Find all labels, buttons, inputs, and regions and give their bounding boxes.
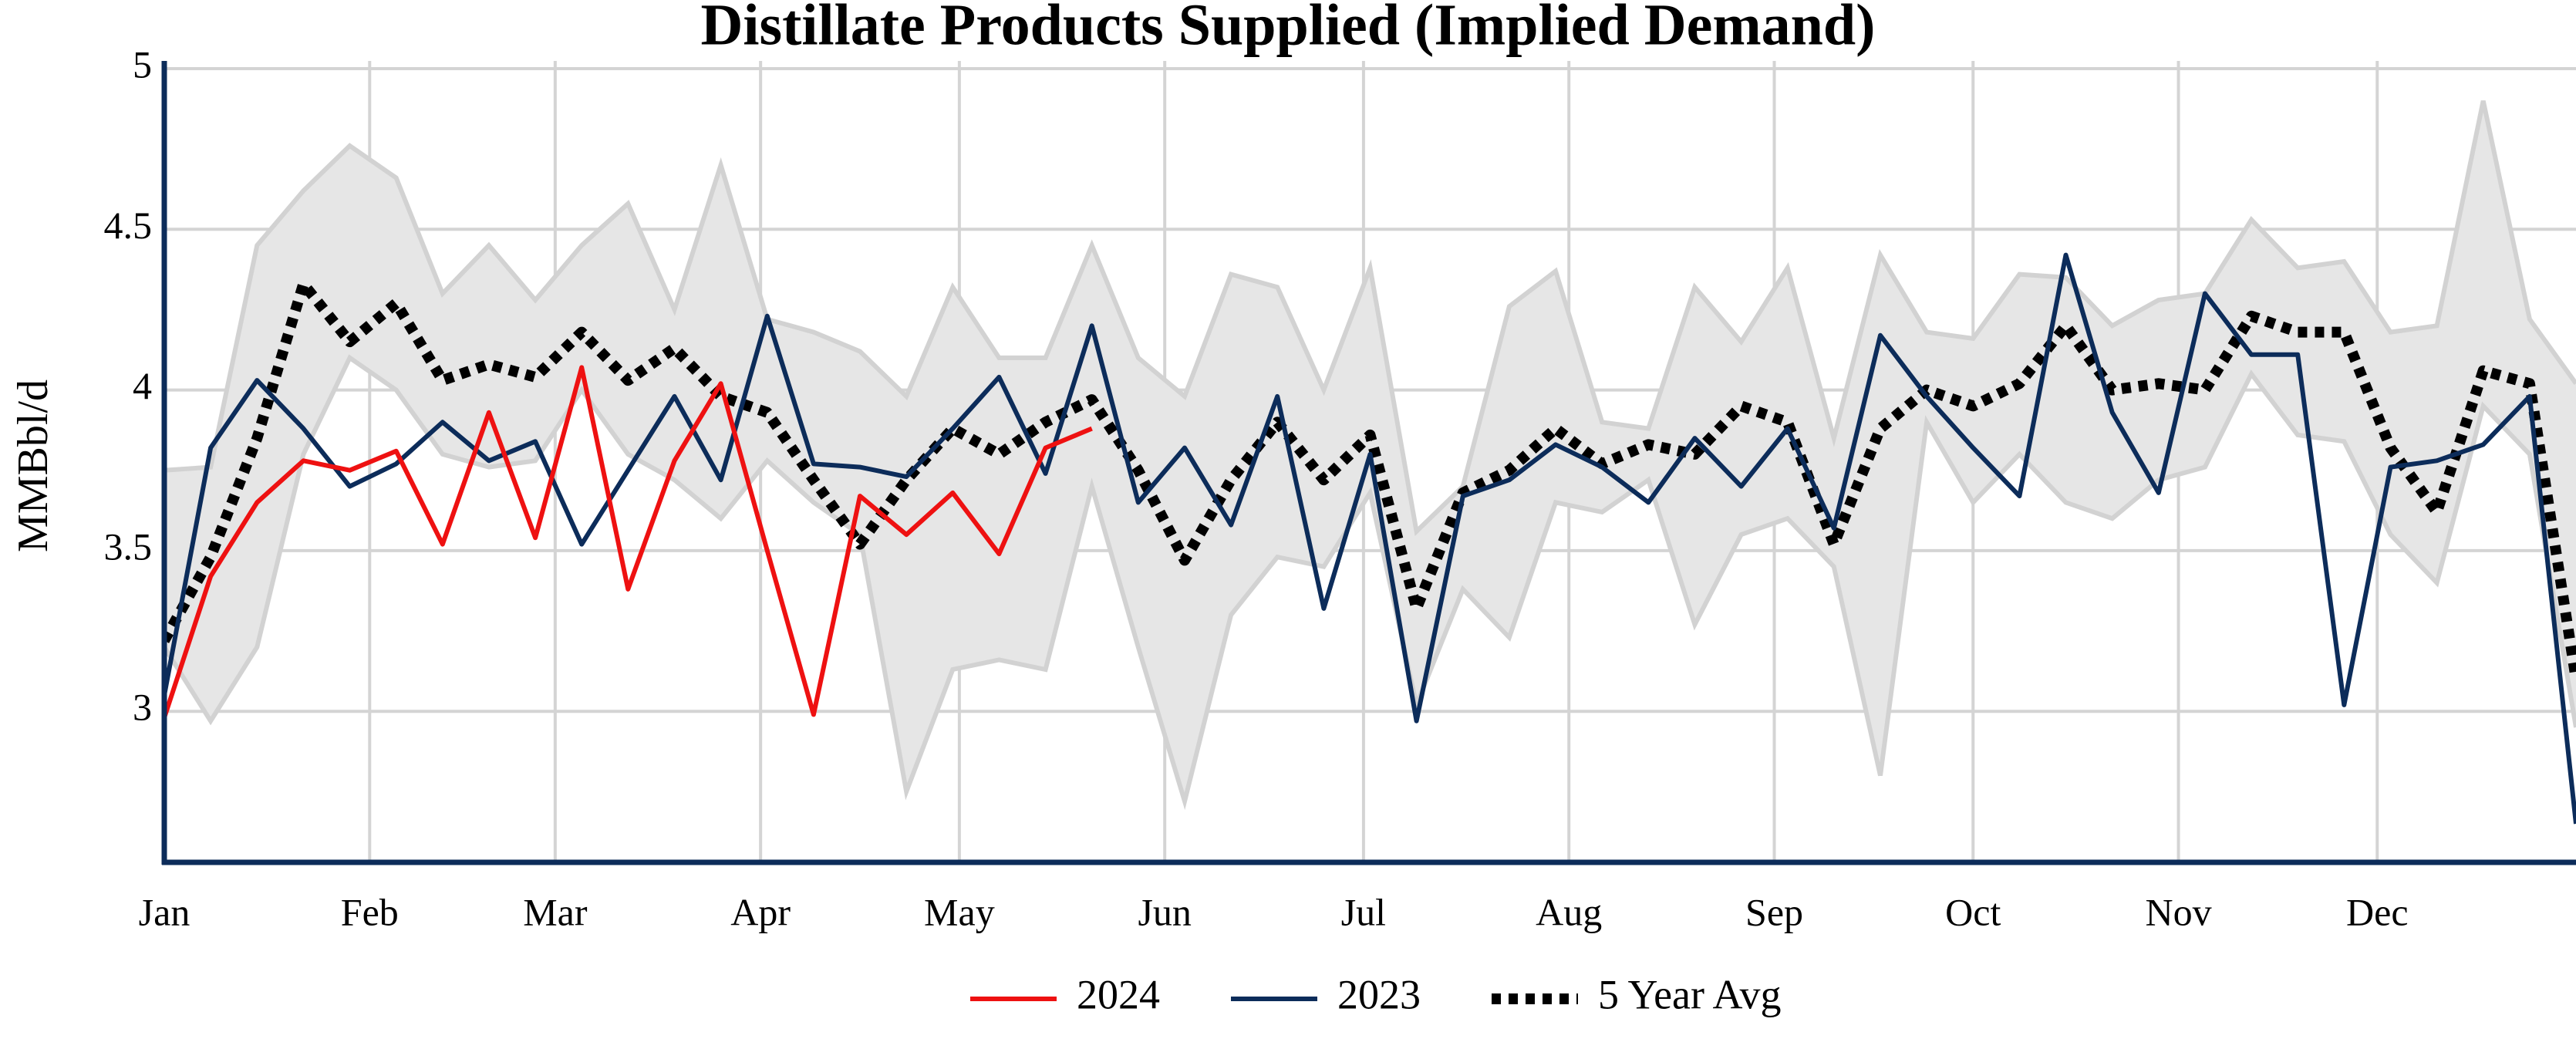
x-tick-label: Jan [139, 890, 191, 933]
x-tick-label: Nov [2146, 890, 2212, 933]
x-tick-label: Jun [1138, 890, 1191, 933]
x-tick-label: Mar [523, 890, 588, 933]
legend-label: 2024 [1077, 971, 1160, 1017]
band-edge [164, 354, 2576, 811]
y-tick-label: 4 [133, 364, 152, 407]
plot-area [164, 100, 2576, 825]
x-tick-label: Aug [1536, 890, 1602, 933]
x-tick-label: Dec [2346, 890, 2409, 933]
series-line [164, 252, 2576, 825]
y-axis-label: MMBbl/d [9, 379, 57, 552]
y-tick-label: 4.5 [104, 204, 153, 247]
x-tick-label: Sep [1745, 890, 1803, 933]
series-line [164, 365, 1093, 719]
y-tick-label: 3.5 [104, 524, 153, 568]
band-edge [164, 100, 2576, 536]
chart-title: Distillate Products Supplied (Implied De… [701, 0, 1876, 57]
x-tick-label: Oct [1945, 890, 2001, 933]
series-line [164, 278, 2576, 680]
legend-label: 2023 [1337, 971, 1421, 1017]
y-tick-label: 5 [133, 42, 152, 86]
legend-label: 5 Year Avg [1598, 971, 1782, 1017]
y-tick-label: 3 [133, 686, 152, 729]
x-tick-label: Jul [1341, 890, 1386, 933]
x-tick-label: Apr [730, 890, 791, 933]
x-tick-label: May [924, 890, 995, 933]
x-tick-label: Feb [341, 890, 399, 933]
